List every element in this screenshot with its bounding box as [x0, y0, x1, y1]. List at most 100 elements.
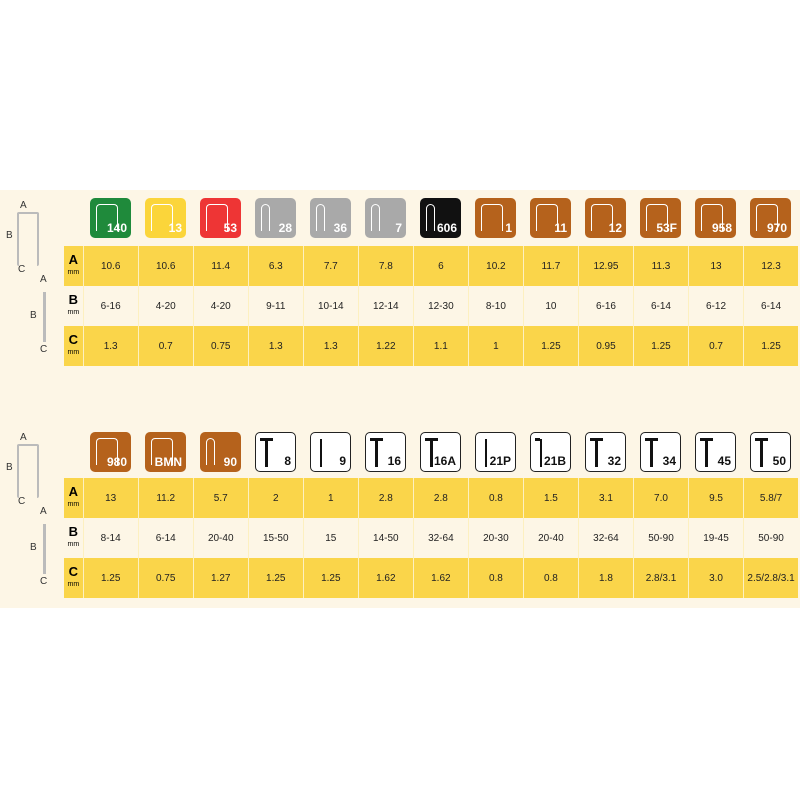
staple-flat-icon [96, 438, 118, 465]
product-code: 53F [656, 221, 677, 235]
product-21B-icon[interactable]: 21B [530, 432, 571, 472]
diagram-label-b: B [6, 462, 13, 473]
cell-36-a: 7.7 [302, 246, 358, 286]
diagram-label-c: C [18, 264, 26, 275]
staple-flat-icon [756, 204, 778, 231]
staple-flat-icon [96, 204, 118, 231]
cell-BMN-a: 11.2 [137, 478, 193, 518]
product-8-icon[interactable]: 8 [255, 432, 296, 472]
cell-980-b: 8-14 [82, 518, 138, 558]
cell-16-c: 1.62 [357, 558, 413, 598]
product-90-icon[interactable]: 90 [200, 432, 241, 472]
cell-50-b: 50-90 [743, 518, 798, 558]
cell-53F-c: 1.25 [632, 326, 688, 366]
product-7-icon[interactable]: 7 [365, 198, 406, 238]
nail-head-icon [370, 438, 383, 441]
ring-nail-icon [705, 439, 708, 467]
product-32-icon[interactable]: 32 [585, 432, 626, 472]
cell-980-a: 13 [82, 478, 138, 518]
product-code: 7 [395, 221, 402, 235]
cell-21B-c: 0.8 [522, 558, 578, 598]
staple-flat-icon [646, 204, 668, 231]
product-code: 13 [168, 221, 182, 235]
ring-nail-icon [760, 439, 763, 467]
product-21P-icon[interactable]: 21P [475, 432, 516, 472]
product-34-icon[interactable]: 34 [640, 432, 681, 472]
product-icons: 140 13 53 28 36 7 606 1 11 12 53F 958 970 [83, 198, 798, 240]
product-28-icon[interactable]: 28 [255, 198, 296, 238]
cell-13-a: 10.6 [137, 246, 193, 286]
product-36-icon[interactable]: 36 [310, 198, 351, 238]
diagram-label-a: A [20, 200, 27, 211]
product-code: 21P [489, 454, 511, 468]
nail-icon [265, 439, 268, 467]
product-BMN-icon[interactable]: BMN [145, 432, 186, 472]
row-letter: A [68, 483, 79, 499]
staple-flat-icon [481, 204, 503, 231]
cell-16-b: 14-50 [357, 518, 413, 558]
cell-53F-a: 11.3 [632, 246, 688, 286]
cell-970-c: 1.25 [743, 326, 798, 366]
cell-9-b: 15 [302, 518, 358, 558]
product-9-icon[interactable]: 9 [310, 432, 351, 472]
staple-diagram-icon [17, 212, 39, 266]
diagram-label-a: A [20, 432, 27, 443]
product-16A-icon[interactable]: 16A [420, 432, 461, 472]
product-code: 53 [223, 221, 237, 235]
product-code: 28 [278, 221, 292, 235]
product-16-icon[interactable]: 16 [365, 432, 406, 472]
cell-606-a: 6 [412, 246, 468, 286]
cell-45-c: 3.0 [688, 558, 743, 598]
product-45-icon[interactable]: 45 [695, 432, 736, 472]
product-53-icon[interactable]: 53 [200, 198, 241, 238]
product-11-icon[interactable]: 11 [530, 198, 571, 238]
product-12-icon[interactable]: 12 [585, 198, 626, 238]
cell-32-a: 3.1 [577, 478, 633, 518]
product-50-icon[interactable]: 50 [750, 432, 791, 472]
product-code: 36 [333, 221, 347, 235]
nail-head-icon [700, 438, 713, 441]
staple-flat-icon [151, 204, 173, 231]
diagram-label-c: C [40, 344, 48, 355]
row-unit: mm [67, 500, 80, 508]
product-1-icon[interactable]: 1 [475, 198, 516, 238]
product-code: 16 [387, 454, 401, 468]
nail-icon [375, 439, 378, 467]
product-code: BMN [154, 455, 182, 469]
product-13-icon[interactable]: 13 [145, 198, 186, 238]
cell-21P-c: 0.8 [467, 558, 523, 598]
product-970-icon[interactable]: 970 [750, 198, 791, 238]
product-53F-icon[interactable]: 53F [640, 198, 681, 238]
cell-53-a: 11.4 [192, 246, 248, 286]
diagram-label-c: C [18, 496, 26, 507]
product-code: 11 [554, 221, 567, 235]
row-unit: mm [67, 268, 80, 276]
cell-12-b: 6-16 [577, 286, 633, 326]
row-unit: mm [67, 540, 80, 548]
pin-icon [320, 439, 322, 467]
cell-12-c: 0.95 [577, 326, 633, 366]
product-958-icon[interactable]: 958 [695, 198, 736, 238]
product-606-icon[interactable]: 606 [420, 198, 461, 238]
brad-icon [540, 439, 542, 467]
product-980-icon[interactable]: 980 [90, 432, 131, 472]
cell-606-b: 12-30 [412, 286, 468, 326]
product-140-icon[interactable]: 140 [90, 198, 131, 238]
product-code: 16A [433, 454, 456, 468]
cell-16-a: 2.8 [357, 478, 413, 518]
cell-53-b: 4-20 [192, 286, 248, 326]
product-code: 32 [607, 454, 621, 468]
diagram-label-c: C [40, 576, 48, 587]
cell-7-c: 1.22 [357, 326, 413, 366]
cell-11-b: 10 [522, 286, 578, 326]
cell-16A-b: 32-64 [412, 518, 468, 558]
product-code: 90 [223, 455, 237, 469]
